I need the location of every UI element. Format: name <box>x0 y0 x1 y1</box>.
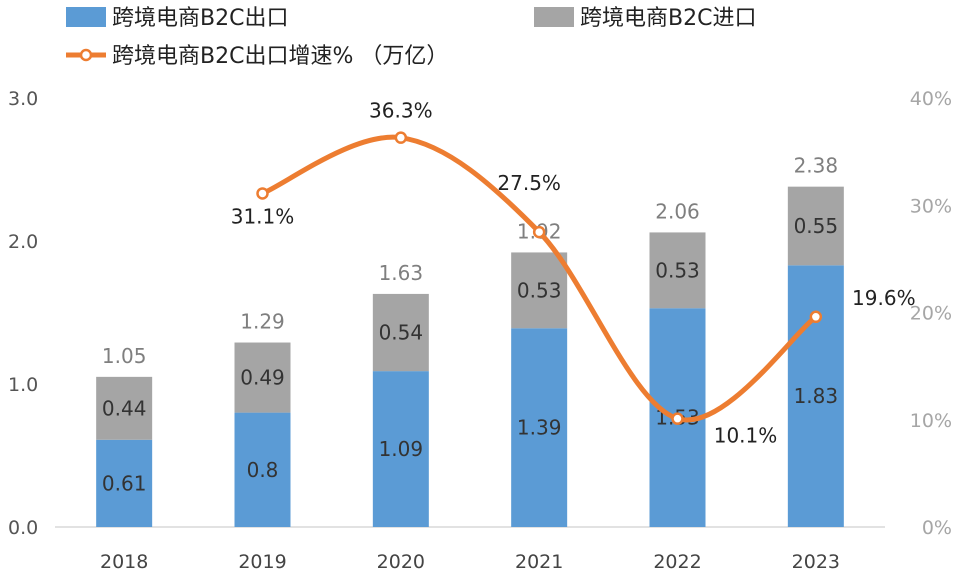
rate-label: 19.6% <box>852 286 916 310</box>
bar-import <box>372 293 429 372</box>
x-tick-label: 2018 <box>100 551 148 573</box>
data-label-import: 0.53 <box>655 258 700 282</box>
bar-export <box>96 439 153 527</box>
y-right-tick-label: 0% <box>922 517 952 539</box>
bar-import <box>649 232 706 309</box>
x-tick-label: 2020 <box>377 551 425 573</box>
data-label-export: 0.8 <box>247 458 279 482</box>
legend: 跨境电商B2C出口 跨境电商B2C进口 跨境电商B2C出口增速% （万亿） <box>66 6 756 69</box>
data-label-export: 1.83 <box>794 384 839 408</box>
legend-label-import: 跨境电商B2C进口 <box>580 6 756 31</box>
data-label-export: 1.39 <box>517 416 562 440</box>
data-label-import: 0.44 <box>102 396 147 420</box>
y-left-tick-label: 0.0 <box>8 517 38 539</box>
y-right-tick-label: 40% <box>910 88 952 110</box>
x-tick-label: 2022 <box>653 551 701 573</box>
x-tick-label: 2023 <box>792 551 840 573</box>
y-right-tick-label: 30% <box>910 195 952 217</box>
bar-import <box>96 376 153 440</box>
bar-export <box>787 265 844 527</box>
bar-export <box>234 412 291 527</box>
data-label-import: 0.53 <box>517 278 562 302</box>
rate-point <box>256 187 269 200</box>
legend-swatch-import <box>534 7 574 27</box>
data-label-total: 2.06 <box>655 199 700 223</box>
rate-point <box>532 225 546 239</box>
bar-export <box>511 328 568 527</box>
data-label-total: 1.05 <box>102 344 147 368</box>
axes: 0.0 1.0 2.0 3.0 0% 10% 20% 30% 40% 2018 2019 2020 20… <box>8 88 952 573</box>
bars <box>96 186 844 527</box>
y-left-tick-label: 2.0 <box>8 231 38 253</box>
y-left-tick-label: 1.0 <box>8 374 38 396</box>
data-label-export: 0.61 <box>102 471 147 495</box>
rate-label: 27.5% <box>497 171 561 195</box>
data-label-total: 2.38 <box>794 154 839 178</box>
x-tick-label: 2021 <box>515 551 563 573</box>
rate-label: 10.1% <box>714 424 778 448</box>
data-label-import: 0.55 <box>794 214 839 238</box>
y-right-tick-label: 20% <box>910 303 952 325</box>
y-right-tick-label: 10% <box>910 410 952 432</box>
rate-label: 36.3% <box>369 99 433 123</box>
bar-import <box>511 252 568 329</box>
rate-label: 31.1% <box>231 204 295 228</box>
data-label-total: 1.63 <box>379 261 424 285</box>
bar-labels: 0.61 0.44 1.05 0.8 0.49 1.29 1.09 0.54 1.63 1.39 0… <box>102 154 838 496</box>
bar-export <box>372 371 429 527</box>
data-label-export: 1.09 <box>379 437 424 461</box>
legend-label-rate: 跨境电商B2C出口增速% （万亿） <box>112 44 448 69</box>
legend-label-export: 跨境电商B2C出口 <box>112 6 288 31</box>
data-label-import: 0.54 <box>379 321 424 345</box>
rate-point <box>671 412 684 425</box>
legend-swatch-export <box>66 7 106 27</box>
rate-point <box>809 310 823 324</box>
rate-point <box>394 131 408 144</box>
rate-line-group: 31.1% 36.3% 27.5% 10.1% 19.6% <box>231 99 916 448</box>
data-label-import: 0.49 <box>240 366 285 390</box>
bar-import <box>787 186 844 266</box>
bar-import <box>234 342 291 413</box>
y-left-tick-label: 3.0 <box>8 88 38 110</box>
data-label-total: 1.29 <box>240 310 285 334</box>
rate-line <box>260 134 819 423</box>
x-tick-label: 2019 <box>238 551 286 573</box>
legend-swatch-rate-marker <box>79 48 93 62</box>
